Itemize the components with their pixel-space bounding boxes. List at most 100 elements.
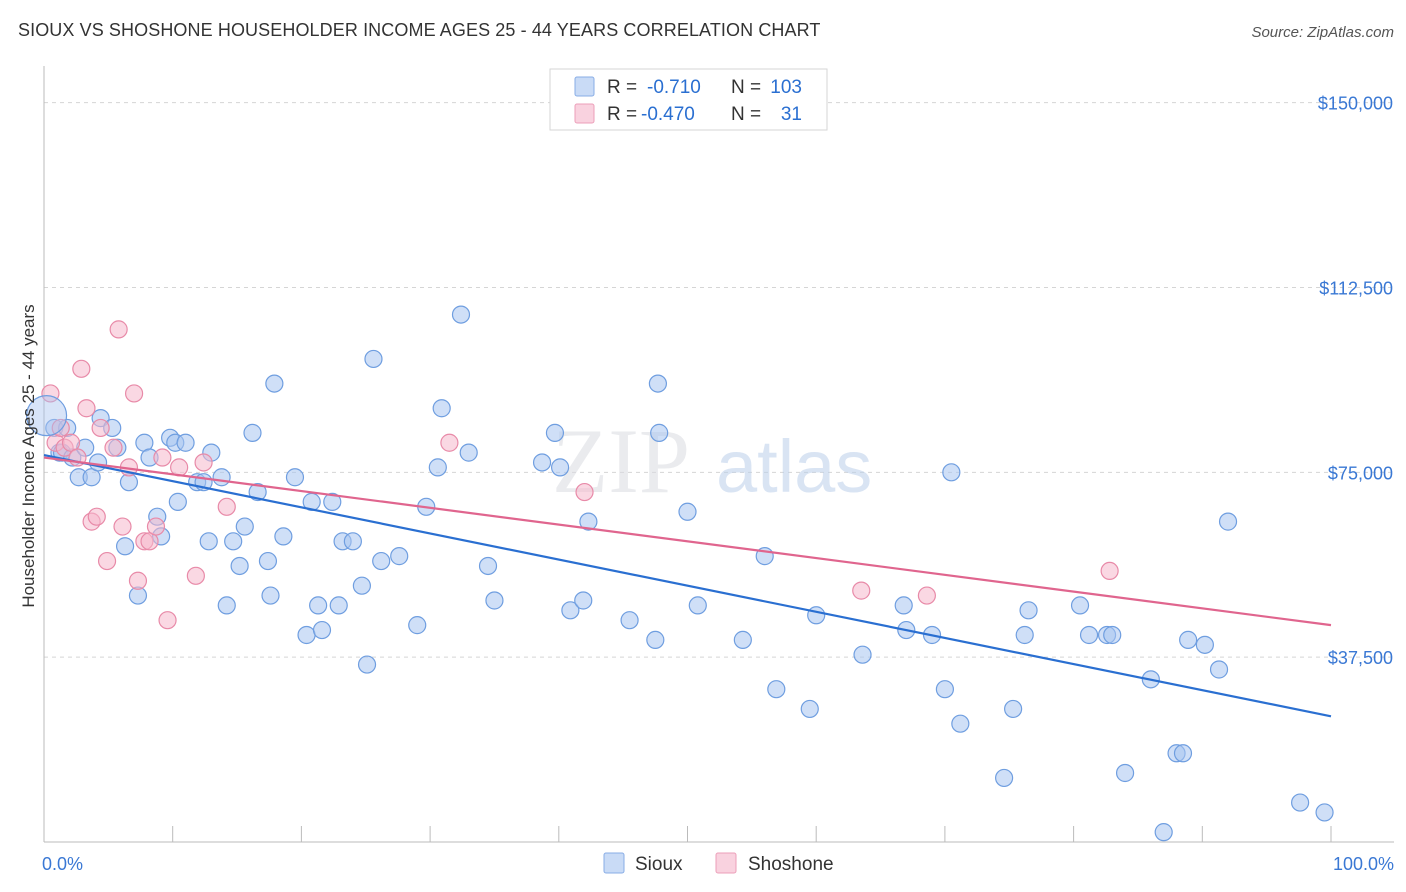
legend-label-sioux: Sioux — [635, 854, 683, 875]
point-sioux — [1154, 823, 1173, 842]
point-shoshone — [186, 566, 205, 585]
point-sioux — [935, 680, 955, 699]
point-sioux — [235, 517, 254, 536]
series-shoshone — [41, 320, 1119, 630]
point-sioux — [261, 586, 280, 605]
point-sioux — [230, 556, 249, 576]
point-sioux — [451, 305, 471, 324]
point-sioux — [1209, 660, 1229, 679]
point-sioux — [428, 458, 447, 477]
point-sioux — [115, 537, 135, 556]
point-sioux — [688, 596, 707, 615]
point-sioux — [894, 596, 913, 615]
y-tick-label: $150,000 — [1318, 94, 1393, 114]
point-sioux — [408, 616, 427, 635]
point-sioux — [372, 551, 391, 571]
point-shoshone — [87, 507, 106, 526]
point-shoshone — [1100, 561, 1119, 581]
legend-r-value: -0.710 — [647, 77, 701, 98]
gridlines — [44, 102, 1394, 658]
point-sioux — [212, 468, 231, 487]
x-tick-label: 100.0% — [1333, 854, 1394, 874]
legend-n-value: 103 — [770, 77, 802, 98]
point-sioux — [243, 423, 262, 442]
y-tick-labels: $37,500 $75,000 $112,500 $150,000 — [1318, 94, 1393, 669]
point-sioux — [650, 423, 669, 442]
point-sioux — [620, 611, 639, 630]
point-sioux — [312, 620, 332, 640]
point-shoshone — [146, 517, 166, 536]
watermark: ZIP atlas — [552, 410, 872, 512]
point-sioux — [1218, 512, 1238, 531]
legend-label-shoshone: Shoshone — [748, 854, 834, 875]
legend-n-value: 31 — [781, 104, 802, 125]
data-points — [25, 305, 1334, 842]
point-shoshone — [124, 384, 144, 403]
point-sioux — [1019, 601, 1038, 620]
point-sioux — [1179, 630, 1198, 650]
legend-r-value: -0.470 — [641, 104, 695, 125]
point-sioux — [574, 591, 593, 610]
point-sioux — [853, 645, 872, 664]
point-sioux — [343, 532, 362, 551]
point-sioux — [309, 596, 328, 615]
point-sioux — [432, 399, 451, 418]
point-shoshone — [440, 433, 459, 452]
point-shoshone — [194, 453, 213, 472]
x-tick-labels: 0.0% 100.0% — [42, 854, 1394, 874]
point-shoshone — [109, 320, 128, 339]
trend-line-shoshone — [43, 456, 1332, 627]
point-sioux — [1115, 763, 1135, 783]
point-sioux — [478, 556, 498, 576]
point-sioux — [357, 655, 377, 674]
point-sioux — [800, 699, 819, 719]
point-sioux — [646, 630, 665, 650]
point-shoshone — [575, 482, 594, 502]
point-sioux — [995, 768, 1014, 788]
point-sioux — [364, 349, 383, 369]
watermark-zip: ZIP — [552, 410, 690, 512]
legend-swatch-shoshone — [574, 103, 595, 124]
point-sioux — [942, 463, 961, 482]
point-sioux — [1004, 699, 1023, 719]
point-sioux — [265, 374, 284, 393]
point-sioux — [485, 591, 504, 610]
point-sioux — [1173, 744, 1193, 763]
point-sioux — [951, 714, 970, 733]
point-sioux — [217, 596, 236, 615]
point-sioux — [1103, 625, 1122, 645]
point-sioux — [390, 547, 409, 566]
point-sioux — [767, 680, 786, 699]
trend-line-sioux — [43, 453, 1332, 718]
point-shoshone — [104, 438, 123, 457]
legend-swatch-sioux — [603, 852, 625, 874]
legend-r-label: R = — [607, 104, 637, 125]
point-shoshone — [97, 551, 117, 571]
point-sioux — [323, 492, 342, 511]
watermark-atlas: atlas — [716, 425, 872, 508]
point-sioux — [1015, 625, 1034, 645]
legend-swatch-shoshone — [715, 852, 737, 874]
point-sioux — [88, 453, 108, 472]
point-sioux — [1195, 635, 1214, 654]
point-sioux — [297, 625, 316, 645]
point-sioux — [168, 492, 187, 511]
point-sioux — [199, 532, 218, 551]
legend-swatch-sioux — [574, 76, 595, 97]
source-label: Source: ZipAtlas.com — [1251, 24, 1394, 41]
point-sioux — [1079, 625, 1099, 645]
point-shoshone — [72, 359, 91, 378]
point-sioux — [285, 468, 305, 487]
point-sioux — [1070, 596, 1090, 615]
point-shoshone — [917, 586, 936, 605]
legend-n-label: N = — [731, 77, 761, 98]
trend-lines — [43, 453, 1332, 718]
point-shoshone — [158, 611, 177, 630]
point-sioux — [224, 532, 243, 551]
point-sioux — [678, 502, 697, 521]
point-shoshone — [91, 418, 110, 438]
point-sioux — [258, 551, 278, 571]
point-sioux — [248, 482, 267, 502]
series-legend: Sioux Shoshone — [603, 852, 834, 875]
